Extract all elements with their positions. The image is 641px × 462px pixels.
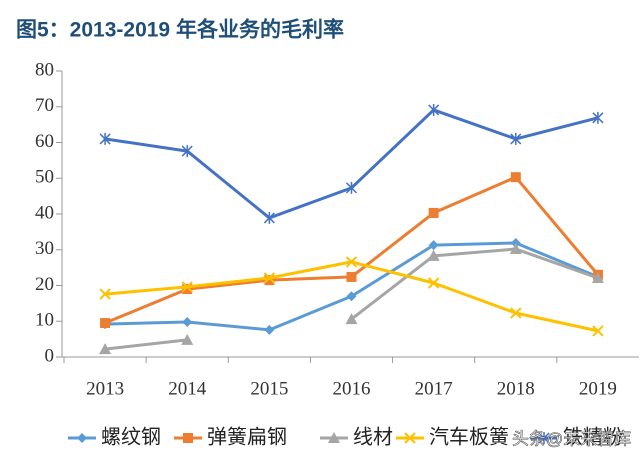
marker [428, 240, 439, 251]
marker [346, 271, 357, 282]
legend-label: 螺纹钢 [101, 425, 161, 448]
marker [77, 433, 87, 443]
marker [182, 316, 193, 327]
marker [181, 145, 193, 158]
x-tick-label: 2013 [86, 378, 124, 399]
x-tick-label: 2015 [250, 378, 288, 399]
y-tick-label: 60 [35, 131, 54, 152]
y-tick-label: 20 [35, 274, 54, 295]
marker [510, 132, 522, 145]
marker [509, 243, 522, 255]
legend-label: 铁精粉 [563, 425, 623, 448]
y-tick-label: 40 [35, 202, 54, 223]
marker [428, 103, 440, 116]
x-tick-label: 2018 [497, 378, 535, 399]
marker [427, 249, 440, 261]
x-tick-label: 2017 [415, 378, 453, 399]
marker [264, 324, 275, 335]
series-line [104, 247, 599, 351]
marker [428, 207, 439, 218]
marker [263, 211, 275, 224]
marker [263, 272, 276, 284]
marker [592, 111, 604, 124]
marker [591, 271, 604, 283]
marker [510, 237, 521, 248]
y-tick-label: 50 [35, 167, 54, 188]
marker [182, 284, 193, 295]
series-line [104, 108, 599, 220]
marker [538, 432, 550, 444]
legend-label: 弹簧扁钢 [207, 425, 287, 448]
marker [345, 181, 358, 194]
marker [183, 433, 193, 443]
marker [346, 291, 357, 302]
legend-label: 汽车板簧 [429, 425, 509, 448]
marker [328, 432, 340, 443]
marker [99, 343, 112, 355]
y-tick-label: 80 [35, 59, 54, 80]
y-tick-label: 70 [35, 95, 54, 116]
marker [264, 275, 275, 286]
y-tick-label: 0 [45, 345, 55, 366]
marker [510, 307, 522, 319]
x-tick-label: 2019 [579, 378, 617, 399]
x-tick-label: 2014 [168, 378, 207, 399]
y-tick-label: 10 [35, 310, 54, 331]
legend-label: 线材 [353, 425, 393, 448]
marker [427, 277, 440, 289]
marker [181, 333, 194, 345]
marker [345, 256, 358, 268]
marker [404, 432, 416, 444]
y-tick-label: 30 [35, 238, 54, 259]
marker [510, 172, 521, 183]
marker [99, 288, 111, 300]
marker [100, 318, 111, 329]
marker [99, 132, 111, 145]
watermark: 头条@未来智库 [512, 429, 631, 448]
marker [345, 313, 358, 325]
marker [592, 325, 604, 337]
marker [181, 281, 193, 293]
x-tick-label: 2016 [333, 378, 371, 399]
chart-title: 图5：2013-2019 年各业务的毛利率 [16, 18, 344, 42]
